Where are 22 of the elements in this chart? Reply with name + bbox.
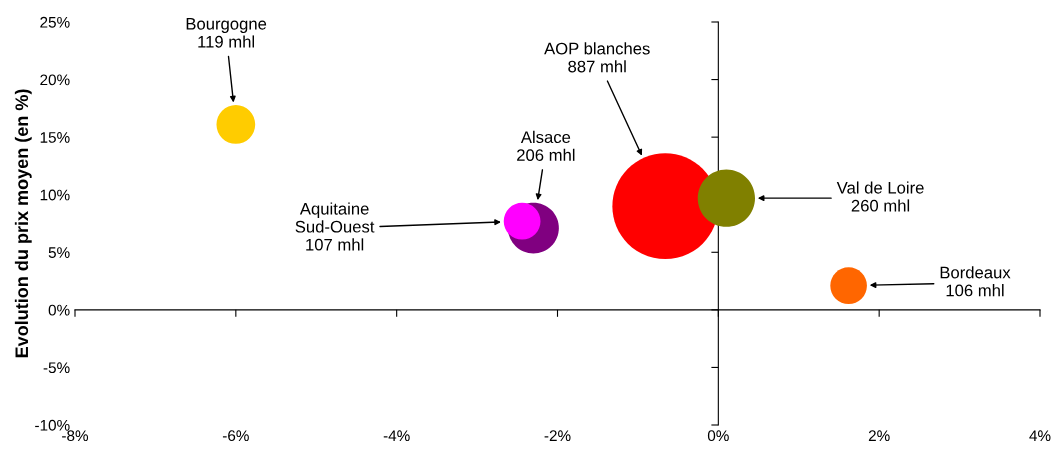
y-tick-label: 20% <box>40 74 70 86</box>
y-tick-label: 0% <box>48 304 70 316</box>
x-tick-label: -8% <box>62 430 89 442</box>
y-tick-label: 10% <box>40 189 70 201</box>
annotation: Val de Loire 260 mhl <box>836 181 924 212</box>
y-axis-title: Evolution du prix moyen (en %) <box>14 89 32 358</box>
x-tick-label: -4% <box>383 430 410 442</box>
y-tick-label: 5% <box>48 247 70 258</box>
x-tick-label: -2% <box>544 430 571 442</box>
x-tick-label: 0% <box>707 430 729 442</box>
x-tick-label: 2% <box>868 430 890 442</box>
y-tick-label: -10% <box>35 419 70 431</box>
annotation: Alsace 206 mhl <box>517 130 575 161</box>
annotation: Bordeaux 106 mhl <box>940 266 1011 297</box>
y-tick-label: 25% <box>40 16 70 28</box>
annotation: Aquitaine Sud-Ouest 107 mhl <box>295 202 375 251</box>
annotation: Bourgogne 119 mhl <box>186 18 267 48</box>
x-tick-label: 4% <box>1029 430 1051 442</box>
y-tick-label: 15% <box>40 132 70 143</box>
y-tick-label: -5% <box>43 362 70 374</box>
x-tick-label: -6% <box>222 430 249 442</box>
annotation: AOP blanches 887 mhl <box>544 42 650 73</box>
